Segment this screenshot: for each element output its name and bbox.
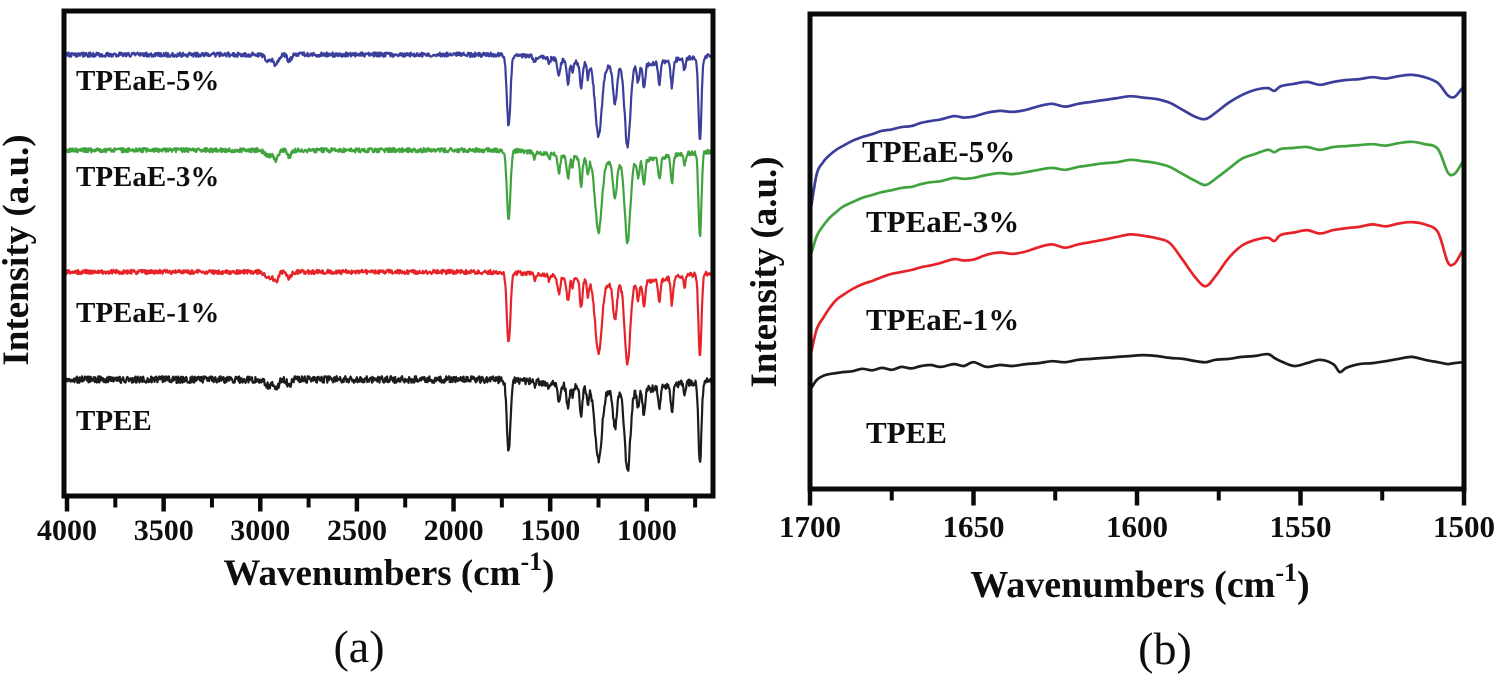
panel-b-x-tick-label: 1600	[1106, 509, 1168, 544]
ftir-zoom-curve-tpee	[808, 352, 1466, 392]
ftir-zoom-curve-tpeae-5-	[808, 73, 1466, 217]
panel-b-x-tick-label: 1650	[943, 509, 1005, 544]
panel-a-curves	[62, 51, 713, 472]
panel-b-x-tick-label: 1550	[1270, 509, 1332, 544]
panel-b-curves	[808, 73, 1466, 392]
panel-b-label-tpeae1: TPEaE-1%	[866, 302, 1019, 337]
panel-b-label-tpeae3: TPEaE-3%	[866, 204, 1019, 239]
ftir-curve-tpeae-5-	[62, 51, 713, 149]
panel-a-label-tpeae1: TPEaE-1%	[76, 297, 219, 329]
ftir-zoom-curve-tpeae-3-	[808, 140, 1466, 260]
ftir-curve-tpee	[62, 375, 713, 472]
panel-a-x-tick-label: 1500	[520, 514, 580, 547]
panel-a-x-axis-title: Wavenumbers (cm-1)	[224, 547, 555, 594]
ftir-curve-tpeae-1-	[62, 268, 713, 366]
panel-b-caption: (b)	[1138, 623, 1192, 674]
panel-b-label-tpee: TPEE	[866, 415, 947, 450]
panel-b-x-axis-title: Wavenumbers (cm-1)	[970, 558, 1309, 606]
panel-a-x-tick-label: 3000	[230, 514, 290, 547]
panel-a-label-tpee: TPEE	[76, 405, 152, 437]
panel-b-y-axis-title: Intensity (a.u.)	[744, 156, 785, 387]
panel-a-x-ticks	[64, 498, 698, 512]
panel-b-plot-border	[807, 11, 1467, 492]
panel-a-x-tick-label: 2500	[327, 514, 387, 547]
panel-a-caption: (a)	[333, 621, 384, 672]
panel-b-x-tick-label: 1500	[1433, 509, 1495, 544]
panel-a-label-tpeae5: TPEaE-5%	[76, 65, 219, 97]
panel-b-label-tpeae5: TPEaE-5%	[862, 134, 1015, 169]
panel-a-x-tick-label: 3500	[134, 514, 194, 547]
ftir-zoom-curve-tpeae-1-	[808, 220, 1466, 360]
panel-b-x-ticks	[807, 491, 1467, 506]
panel-b-x-tick-label: 1700	[779, 509, 841, 544]
panel-a: 4000 3500 3000 2500 2000 1500 1000 Waven…	[0, 8, 716, 672]
panel-a-label-tpeae3: TPEaE-3%	[76, 161, 219, 193]
panel-b: 1700 1650 1600 1550 1500 Wavenumbers (cm…	[744, 11, 1495, 674]
panel-a-y-axis-title: Intensity (a.u.)	[0, 134, 37, 365]
panel-a-x-tick-label: 2000	[424, 514, 484, 547]
panel-a-x-tick-label: 4000	[37, 514, 97, 547]
panel-a-x-tick-label: 1000	[617, 514, 677, 547]
ftir-curve-tpeae-3-	[62, 146, 713, 245]
panel-a-plot-border	[61, 8, 716, 499]
